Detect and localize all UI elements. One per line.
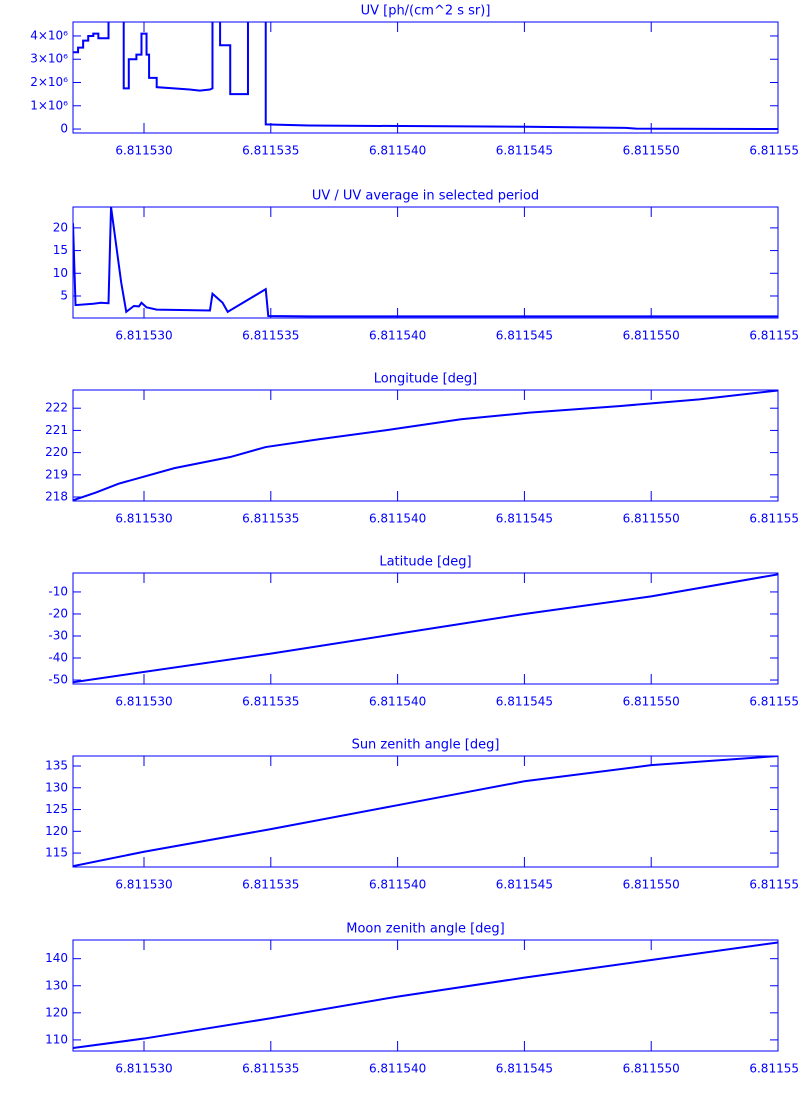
chart-title: Latitude [deg]	[379, 555, 471, 570]
y-tick-label: -10	[48, 584, 68, 598]
plot-frame	[72, 389, 779, 502]
plot-frame	[72, 206, 779, 319]
y-tick-label: -30	[48, 628, 68, 642]
plot-frame	[72, 939, 779, 1052]
x-tick-label: 6.811535	[242, 878, 299, 892]
x-tick-label: 6.811545	[496, 695, 553, 709]
x-tick-label: 6.811550	[623, 329, 680, 343]
y-tick-label: 20	[53, 220, 68, 234]
y-tick-label: 4×10⁶	[30, 28, 68, 42]
chart-title: Moon zenith angle [deg]	[346, 922, 504, 937]
x-tick-label: 6.811530	[115, 512, 172, 526]
y-tick-label: 120	[45, 824, 68, 838]
x-tick-label: 6.811530	[115, 1062, 172, 1076]
y-tick-label: 115	[45, 846, 68, 860]
x-tick-label: 6.811540	[369, 1062, 426, 1076]
x-tick-label: 6.811545	[496, 512, 553, 526]
chart-title: UV / UV average in selected period	[312, 189, 539, 204]
y-tick-label: 218	[45, 490, 68, 504]
x-tick-label: 6.811530	[115, 144, 172, 158]
y-tick-label: -40	[48, 651, 68, 665]
chart-title: UV [ph/(cm^2 s sr)]	[361, 4, 491, 19]
plot-frame	[72, 755, 779, 868]
y-tick-label: -20	[48, 606, 68, 620]
y-tick-label: 2×10⁶	[30, 75, 68, 89]
x-tick-label: 6.811535	[242, 512, 299, 526]
x-tick-label: 6.811530	[115, 329, 172, 343]
data-line	[73, 573, 778, 684]
x-tick-label: 6.811545	[496, 144, 553, 158]
x-tick-label: 6.811540	[369, 878, 426, 892]
x-tick-label: 6.811535	[242, 144, 299, 158]
y-tick-label: 221	[45, 423, 68, 437]
x-tick-label: 6.811540	[369, 512, 426, 526]
data-line	[73, 390, 778, 501]
plot-frame	[72, 572, 779, 685]
chart-title: Sun zenith angle [deg]	[352, 738, 500, 753]
x-tick-label: 6.811540	[369, 144, 426, 158]
data-line	[73, 22, 778, 131]
data-line	[73, 756, 778, 867]
y-tick-label: 140	[45, 951, 68, 965]
y-tick-label: 222	[45, 401, 68, 415]
y-tick-label: 135	[45, 759, 68, 773]
x-tick-label: 6.811535	[242, 329, 299, 343]
y-tick-label: 3×10⁶	[30, 52, 68, 66]
chart-title: Longitude [deg]	[374, 372, 477, 387]
y-tick-label: 219	[45, 467, 68, 481]
y-tick-label: 130	[45, 978, 68, 992]
y-tick-label: 220	[45, 445, 68, 459]
data-line	[73, 207, 778, 318]
y-tick-label: 5	[60, 288, 68, 302]
x-tick-label: 6.811535	[242, 695, 299, 709]
x-tick-label: 6.811545	[496, 878, 553, 892]
x-tick-label: 6.811550	[623, 695, 680, 709]
x-tick-label: 6.811540	[369, 329, 426, 343]
y-tick-label: -50	[48, 673, 68, 687]
y-tick-label: 0	[60, 122, 68, 136]
x-tick-label: 6.811550	[623, 878, 680, 892]
y-tick-label: 110	[45, 1032, 68, 1046]
data-line	[73, 941, 778, 1050]
x-tick-label: 6.811550	[623, 144, 680, 158]
y-tick-label: 15	[53, 243, 68, 257]
x-tick-label: 6.811550	[623, 512, 680, 526]
plot-frame	[72, 21, 779, 134]
y-tick-label: 10	[53, 266, 68, 280]
y-tick-label: 125	[45, 802, 68, 816]
x-tick-label: 6.811545	[496, 329, 553, 343]
x-tick-label: 6.811540	[369, 695, 426, 709]
y-tick-label: 1×10⁶	[30, 98, 68, 112]
y-tick-label: 120	[45, 1005, 68, 1019]
x-tick-label: 6.811545	[496, 1062, 553, 1076]
x-tick-label: 6.811530	[115, 878, 172, 892]
x-tick-label: 6.811530	[115, 695, 172, 709]
x-tick-label: 6.811535	[242, 1062, 299, 1076]
y-tick-label: 130	[45, 780, 68, 794]
x-tick-label: 6.811550	[623, 1062, 680, 1076]
